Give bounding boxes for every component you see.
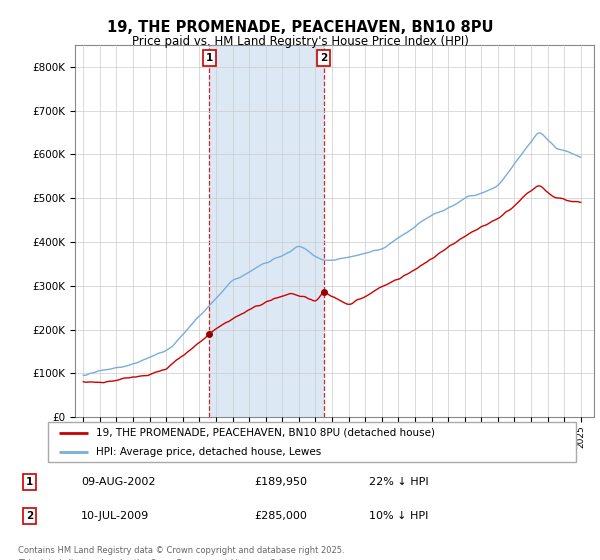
Bar bbox=[209, 45, 324, 417]
Text: 10-JUL-2009: 10-JUL-2009 bbox=[81, 511, 149, 521]
Text: 10% ↓ HPI: 10% ↓ HPI bbox=[369, 511, 428, 521]
Text: Contains HM Land Registry data © Crown copyright and database right 2025.
This d: Contains HM Land Registry data © Crown c… bbox=[18, 546, 344, 560]
Text: £285,000: £285,000 bbox=[254, 511, 307, 521]
Text: 19, THE PROMENADE, PEACEHAVEN, BN10 8PU (detached house): 19, THE PROMENADE, PEACEHAVEN, BN10 8PU … bbox=[95, 428, 434, 438]
FancyBboxPatch shape bbox=[48, 422, 576, 462]
Text: 19, THE PROMENADE, PEACEHAVEN, BN10 8PU: 19, THE PROMENADE, PEACEHAVEN, BN10 8PU bbox=[107, 20, 493, 35]
Text: Price paid vs. HM Land Registry's House Price Index (HPI): Price paid vs. HM Land Registry's House … bbox=[131, 35, 469, 48]
Text: £189,950: £189,950 bbox=[254, 477, 307, 487]
Text: 2: 2 bbox=[26, 511, 33, 521]
Text: 09-AUG-2002: 09-AUG-2002 bbox=[81, 477, 155, 487]
Text: HPI: Average price, detached house, Lewes: HPI: Average price, detached house, Lewe… bbox=[95, 447, 321, 457]
Text: 22% ↓ HPI: 22% ↓ HPI bbox=[369, 477, 429, 487]
Text: 1: 1 bbox=[26, 477, 33, 487]
Text: 2: 2 bbox=[320, 53, 328, 63]
Text: 1: 1 bbox=[206, 53, 213, 63]
